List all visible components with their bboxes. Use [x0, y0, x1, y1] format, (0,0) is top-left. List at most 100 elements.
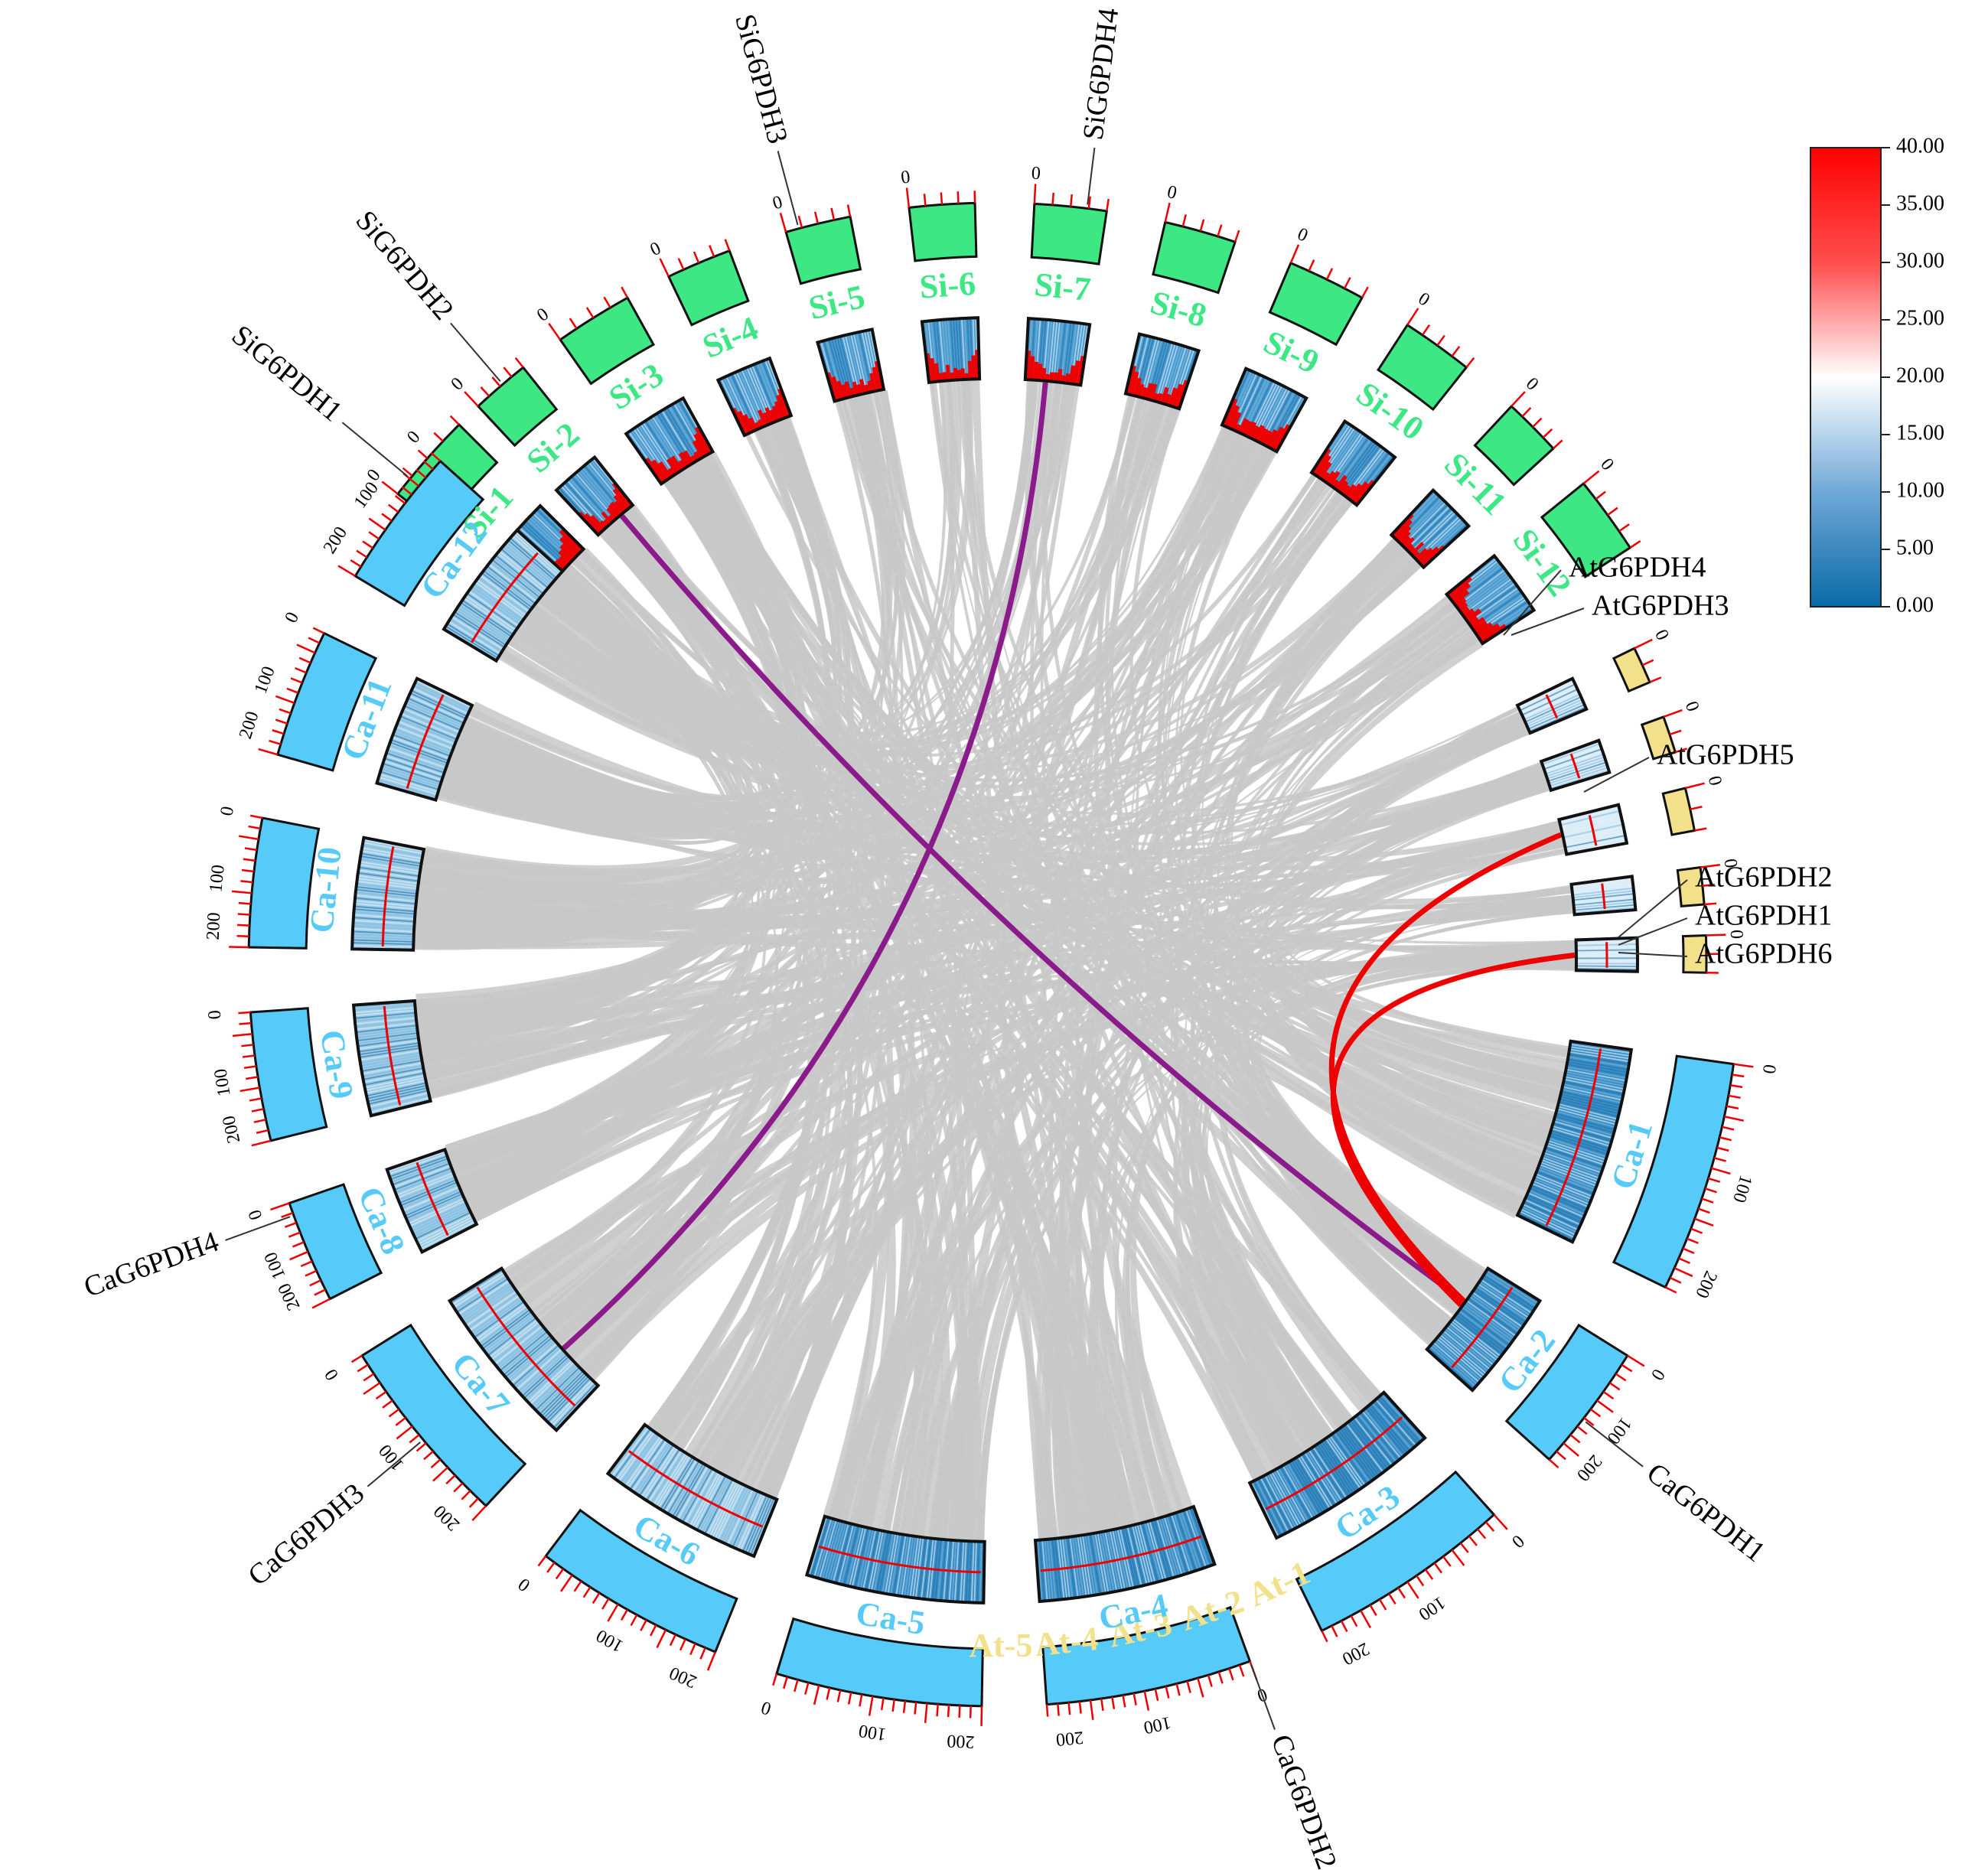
density-track-ca-8: [385, 1147, 479, 1255]
scale-tick: [1289, 244, 1300, 264]
density-stripe: [735, 371, 762, 428]
scale-tick: [1308, 259, 1315, 272]
density-stripe: [754, 363, 778, 422]
density-histogram-bar: [1393, 520, 1413, 540]
density-track-si-7: [1023, 317, 1092, 387]
density-outline: [1023, 317, 1092, 387]
scale-tick: [569, 318, 578, 330]
scale-tick: [251, 1139, 272, 1147]
synteny-link: [961, 380, 1051, 1539]
scale-tick: [1143, 1690, 1150, 1711]
chromosome-si-5: 0: [771, 192, 862, 285]
gene-label: AtG6PDH3: [1592, 590, 1729, 622]
scale-tick: [659, 258, 670, 277]
chromosome-si-4: 0: [647, 238, 750, 327]
density-stripe: [1234, 374, 1260, 431]
scale-tick: [859, 1694, 863, 1707]
density-stripe: [1142, 338, 1160, 399]
scale-tick: [241, 1044, 254, 1047]
scale-tick: [288, 1231, 301, 1238]
density-stripe: [1576, 967, 1638, 970]
density-histogram-bar: [831, 376, 842, 401]
scale-tick: [363, 1382, 381, 1396]
legend-tick-label: 30.00: [1896, 249, 1944, 272]
gene-pair-link-at3-ca2: [1328, 832, 1563, 1304]
density-histogram-bar: [1396, 526, 1412, 542]
scale-tick: [603, 296, 611, 308]
density-histogram-bar: [590, 514, 606, 531]
density-histogram-bar: [1410, 542, 1425, 556]
density-stripe: [1406, 506, 1451, 550]
density-stripe: [1427, 1347, 1475, 1389]
scale-tick-label: 200: [204, 912, 225, 940]
scale-tick: [1629, 540, 1641, 549]
scale-tick: [1706, 933, 1726, 937]
scale-tick: [555, 1568, 565, 1580]
scale-tick: [1730, 1083, 1743, 1089]
scale-tick: [350, 1354, 363, 1363]
density-stripe: [1566, 840, 1627, 853]
density-histogram-bar: [558, 549, 573, 564]
scale-tick: [1484, 1521, 1495, 1532]
scale-tick: [1694, 827, 1707, 832]
chromosome-label-at-4: At-4: [1033, 1620, 1100, 1663]
density-stripe: [1341, 443, 1379, 494]
scale-tick-label: 200: [666, 1663, 699, 1692]
density-stripe: [1065, 322, 1075, 383]
chromosome-si-9: 0: [1268, 224, 1369, 347]
scale-tick: [1045, 1704, 1049, 1717]
synteny-link: [416, 894, 1572, 1012]
scale-tick-label: 0: [1295, 224, 1311, 246]
density-track-ca-3: [1247, 1389, 1427, 1540]
density-histogram-bar: [1160, 386, 1169, 404]
density-outline: [1515, 1039, 1634, 1244]
scale-tick: [649, 1624, 657, 1637]
density-stripe: [1058, 321, 1067, 383]
legend-tick-label: 5.00: [1896, 536, 1934, 559]
scale-tick: [1360, 1610, 1372, 1628]
gene-label: SiG6PDH2: [349, 204, 459, 326]
scale-tick: [1583, 1417, 1595, 1426]
scale-tick: [1164, 202, 1171, 223]
color-legend: 40.00 35.00 30.00 25.00 20.00 15.00 10.00 5.00 0…: [1810, 134, 1944, 617]
scale-tick: [433, 432, 444, 442]
scale-tick: [242, 1054, 256, 1058]
scale-tick: [1186, 1680, 1191, 1693]
density-histogram-bar: [1325, 471, 1336, 484]
gene-label: AtG6PDH6: [1695, 938, 1832, 970]
density-histogram-bar: [694, 426, 713, 454]
scale-tick: [1106, 198, 1110, 212]
scale-tick-label: 200: [219, 1114, 244, 1145]
density-histogram-bar: [1137, 383, 1145, 398]
scale-tick: [423, 460, 434, 471]
density-outline: [385, 1147, 479, 1255]
scale-tick: [772, 1673, 778, 1686]
ideogram-block: [908, 201, 978, 262]
density-stripe: [1042, 319, 1050, 381]
scale-tick: [1669, 729, 1682, 736]
density-histogram-bar: [864, 384, 870, 393]
scale-tick: [1234, 230, 1240, 243]
scale-tick: [432, 1466, 448, 1482]
density-stripe: [852, 333, 868, 393]
gene-label: CaG6PDH1: [1641, 1457, 1771, 1569]
scale-tick: [1674, 1267, 1693, 1278]
scale-tick: [957, 191, 960, 204]
density-stripe: [519, 526, 565, 570]
density-histogram-bar: [774, 401, 784, 420]
density-stripe: [1157, 343, 1176, 402]
scale-tick-label: 0: [1165, 182, 1179, 204]
scale-tick: [537, 1555, 547, 1567]
gene-label: AtG6PDH2: [1695, 862, 1832, 894]
scale-tick: [445, 1474, 456, 1485]
scale-tick-label: 100: [210, 1067, 234, 1098]
scale-tick: [1542, 428, 1553, 438]
density-outline: [715, 356, 794, 438]
density-stripe: [1472, 594, 1524, 630]
gene-pair-link-at5-ca2: [1330, 952, 1576, 1308]
scale-tick: [253, 1119, 266, 1123]
scale-tick: [309, 1279, 321, 1287]
chromosome-si-11: 0: [1473, 373, 1563, 487]
density-stripe: [839, 336, 855, 396]
ideogram-block: [1376, 323, 1468, 412]
